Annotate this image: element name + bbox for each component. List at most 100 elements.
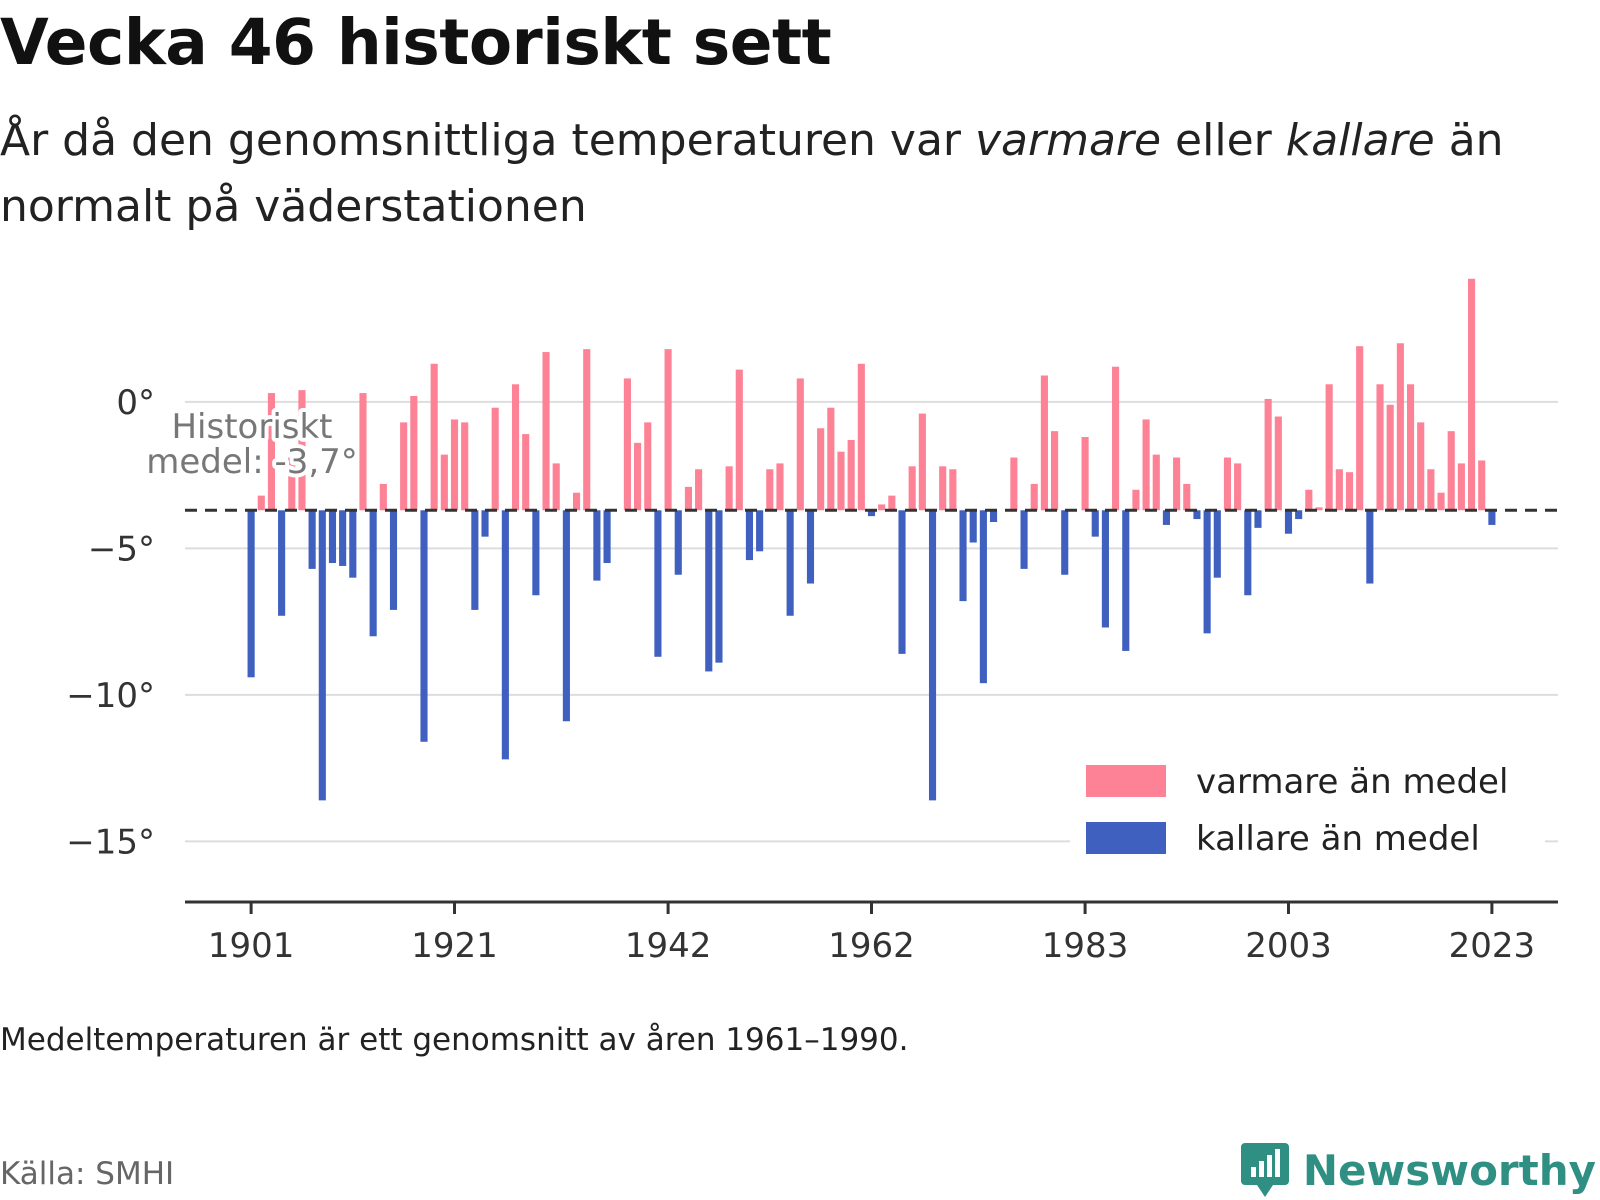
y-tick-label: −10° [66, 676, 155, 716]
warm-bar [1478, 460, 1486, 511]
footnote: Medeltemperaturen är ett genomsnitt av å… [0, 1022, 909, 1058]
warm-bar [1325, 384, 1333, 511]
cold-bar [959, 510, 967, 602]
warm-bar [522, 434, 530, 511]
warm-bar [939, 466, 947, 511]
warm-bar [1173, 457, 1181, 511]
warm-bar [491, 407, 499, 511]
subtitle-cold-word: kallare [1285, 115, 1435, 166]
cold-bar [369, 510, 377, 637]
cold-bar [654, 510, 662, 657]
y-tick-label: 0° [116, 383, 155, 423]
warm-bar [1030, 483, 1038, 511]
source-credit: Källa: SMHI [0, 1156, 175, 1192]
warm-bar [1040, 375, 1048, 511]
warm-bar [1264, 398, 1272, 511]
warm-bar [511, 384, 520, 511]
bar-chart-speech-icon [1240, 1143, 1289, 1197]
warm-bar [1467, 278, 1476, 511]
warm-bar [1427, 469, 1435, 511]
warm-bar [572, 492, 581, 511]
warm-bar [288, 457, 296, 511]
cold-bar [308, 510, 316, 569]
cold-bar [532, 510, 540, 596]
warm-bar [644, 422, 652, 511]
cold-bar [1091, 510, 1099, 537]
warm-bar [450, 419, 459, 511]
warm-bar [552, 463, 560, 511]
warm-bar [1376, 384, 1384, 511]
brand-logo: Newsworthy [1239, 1142, 1596, 1198]
cold-bar [562, 510, 570, 722]
warm-bar [440, 454, 448, 511]
cold-bar [278, 510, 286, 616]
warm-bar [1234, 463, 1242, 511]
warm-bar [1335, 469, 1343, 511]
warm-bar [766, 469, 774, 511]
cold-bar [898, 510, 906, 654]
warm-bar [949, 469, 957, 511]
subtitle-text-2: eller [1161, 115, 1286, 166]
cold-bar [349, 510, 357, 578]
subtitle-text-3: än normalt på väderstationen [0, 115, 1504, 232]
warm-bar [1457, 463, 1465, 511]
warm-bar [1051, 431, 1059, 511]
warm-bar [908, 466, 916, 511]
warm-bar [1356, 346, 1364, 511]
y-tick-label: −15° [66, 822, 155, 862]
x-tick-label: 2023 [1449, 926, 1536, 966]
cold-bar [1244, 510, 1252, 596]
cold-bar [1295, 510, 1303, 520]
mean-annotation-label: medel: -3,7° [146, 442, 358, 482]
cold-bar [1020, 510, 1028, 569]
legend-swatch-cold [1086, 822, 1166, 854]
cold-bar [705, 510, 713, 672]
warm-bar [1081, 437, 1089, 511]
brand-name: Newsworthy [1302, 1145, 1596, 1195]
warm-bar [857, 363, 865, 511]
cold-bar [471, 510, 479, 610]
warm-bar [583, 349, 591, 511]
subtitle-text-1: År då den genomsnittliga temperaturen va… [0, 115, 975, 166]
warm-bar [888, 495, 896, 511]
cold-bar [328, 510, 337, 564]
warm-bar [461, 422, 469, 511]
cold-bar [1284, 510, 1293, 534]
warm-bar [430, 363, 438, 511]
warm-bar [1437, 492, 1445, 511]
y-tick-label: −5° [88, 529, 155, 569]
warm-bar [1406, 384, 1415, 511]
cold-bar [745, 510, 754, 561]
warm-bar [695, 469, 703, 511]
cold-bar [1101, 510, 1109, 628]
warm-bar [1345, 472, 1354, 511]
warm-bar [623, 378, 631, 511]
warm-bar [725, 466, 733, 511]
warm-bar [257, 495, 265, 511]
warm-bar [1447, 431, 1455, 511]
x-tick-label: 1921 [411, 926, 498, 966]
warm-bar [298, 390, 306, 511]
warm-bar [1152, 454, 1160, 511]
cold-bar [928, 510, 937, 801]
x-tick-label: 1942 [625, 926, 712, 966]
cold-bar [1254, 510, 1262, 528]
chart-subtitle: År då den genomsnittliga temperaturen va… [0, 108, 1540, 240]
warm-bar [847, 439, 855, 511]
warm-bar [542, 352, 550, 511]
warm-bar [735, 369, 743, 511]
warm-bar [1417, 422, 1425, 511]
cold-bar [806, 510, 815, 584]
cold-bar [979, 510, 987, 684]
cold-bar [481, 510, 489, 537]
cold-bar [1061, 510, 1069, 575]
warm-bar [796, 378, 804, 511]
warm-bar [379, 483, 387, 511]
warm-bar [878, 504, 886, 511]
cold-bar [867, 510, 876, 517]
warm-bar [634, 442, 642, 511]
warm-bar [400, 422, 408, 511]
cold-bar [1366, 510, 1374, 584]
warm-bar [1315, 507, 1323, 511]
subtitle-warm-word: varmare [974, 115, 1162, 166]
